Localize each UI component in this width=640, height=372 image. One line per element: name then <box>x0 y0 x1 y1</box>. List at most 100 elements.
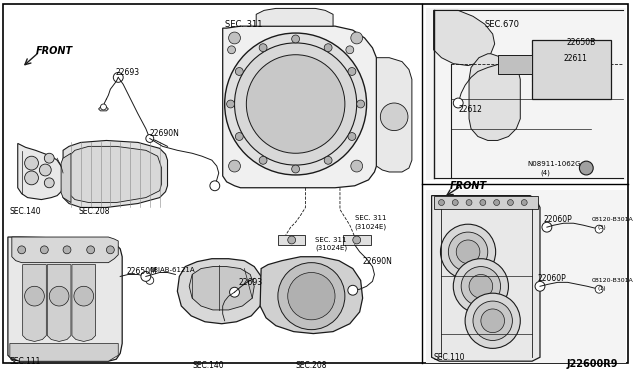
Circle shape <box>380 103 408 131</box>
Circle shape <box>348 132 356 141</box>
Circle shape <box>24 156 38 170</box>
Circle shape <box>40 246 48 254</box>
Text: FRONT: FRONT <box>35 46 72 56</box>
Text: (1): (1) <box>597 286 606 291</box>
Polygon shape <box>69 146 162 202</box>
Bar <box>433 196 538 209</box>
Circle shape <box>449 232 488 272</box>
Text: 22693: 22693 <box>115 68 140 77</box>
Polygon shape <box>8 237 122 361</box>
Text: 22693: 22693 <box>239 278 262 288</box>
Text: N08911-1062G: N08911-1062G <box>527 161 580 167</box>
Circle shape <box>466 199 472 205</box>
Circle shape <box>353 236 361 244</box>
Text: 22690N: 22690N <box>150 129 180 138</box>
Text: SEC.140: SEC.140 <box>192 361 224 370</box>
Text: 08IAB-6121A: 08IAB-6121A <box>150 267 195 273</box>
Circle shape <box>351 32 363 44</box>
Circle shape <box>465 293 520 348</box>
Bar <box>498 55 532 74</box>
Text: 08120-B301A: 08120-B301A <box>591 217 633 222</box>
Circle shape <box>100 104 106 110</box>
Circle shape <box>146 135 154 142</box>
Circle shape <box>535 281 545 291</box>
Polygon shape <box>278 235 305 245</box>
Text: 08120-B301A: 08120-B301A <box>591 278 633 283</box>
Polygon shape <box>260 257 363 334</box>
Polygon shape <box>22 264 46 341</box>
Circle shape <box>453 98 463 108</box>
Circle shape <box>236 68 243 76</box>
Circle shape <box>469 275 493 298</box>
Circle shape <box>259 156 267 164</box>
Circle shape <box>40 164 51 176</box>
Circle shape <box>595 285 603 293</box>
Circle shape <box>44 178 54 188</box>
Circle shape <box>324 44 332 52</box>
Text: J22600R9: J22600R9 <box>566 359 618 369</box>
Circle shape <box>461 267 500 306</box>
Circle shape <box>236 132 243 141</box>
Circle shape <box>288 273 335 320</box>
Circle shape <box>440 224 495 279</box>
Text: SEC.670: SEC.670 <box>485 20 520 29</box>
Polygon shape <box>10 343 118 361</box>
Circle shape <box>348 68 356 76</box>
Text: (4): (4) <box>540 169 550 176</box>
Polygon shape <box>18 144 63 199</box>
Circle shape <box>324 156 332 164</box>
Circle shape <box>246 55 345 153</box>
Polygon shape <box>72 264 95 341</box>
Circle shape <box>588 40 598 50</box>
Circle shape <box>230 287 239 297</box>
Circle shape <box>292 35 300 43</box>
Circle shape <box>579 161 593 175</box>
Circle shape <box>86 246 95 254</box>
Text: 22060P: 22060P <box>544 215 573 224</box>
Circle shape <box>210 181 220 191</box>
Text: 22611: 22611 <box>564 54 588 63</box>
Circle shape <box>63 246 71 254</box>
Circle shape <box>49 286 69 306</box>
Circle shape <box>473 301 513 340</box>
Polygon shape <box>223 26 376 188</box>
Circle shape <box>452 199 458 205</box>
Text: FRONT: FRONT <box>449 181 486 191</box>
Circle shape <box>508 199 513 205</box>
Circle shape <box>74 286 93 306</box>
Polygon shape <box>431 196 540 361</box>
Circle shape <box>542 222 552 232</box>
Circle shape <box>351 160 363 172</box>
Text: 22060P: 22060P <box>537 275 566 283</box>
Polygon shape <box>426 190 626 363</box>
Text: SEC.140: SEC.140 <box>10 208 42 217</box>
Polygon shape <box>61 153 71 202</box>
Text: SEC. 311: SEC. 311 <box>316 237 347 243</box>
Circle shape <box>480 199 486 205</box>
Text: 22612: 22612 <box>458 105 482 114</box>
Polygon shape <box>256 9 333 26</box>
Circle shape <box>225 33 367 175</box>
Circle shape <box>146 276 154 284</box>
Circle shape <box>228 32 241 44</box>
Circle shape <box>228 160 241 172</box>
Circle shape <box>356 100 365 108</box>
Text: 22690N: 22690N <box>363 257 392 266</box>
Circle shape <box>288 236 296 244</box>
Text: SEC. 311: SEC. 311 <box>355 215 387 221</box>
Text: 22650M: 22650M <box>126 267 157 276</box>
Text: SEC. 311: SEC. 311 <box>225 20 262 29</box>
Circle shape <box>521 199 527 205</box>
Circle shape <box>481 309 504 333</box>
Circle shape <box>24 286 44 306</box>
Circle shape <box>348 285 358 295</box>
Polygon shape <box>426 9 626 180</box>
Polygon shape <box>177 259 264 324</box>
Circle shape <box>18 246 26 254</box>
Polygon shape <box>189 267 254 310</box>
Circle shape <box>228 46 236 54</box>
Circle shape <box>24 171 38 185</box>
Circle shape <box>278 263 345 330</box>
Text: SEC.111: SEC.111 <box>10 357 41 366</box>
Circle shape <box>438 199 444 205</box>
